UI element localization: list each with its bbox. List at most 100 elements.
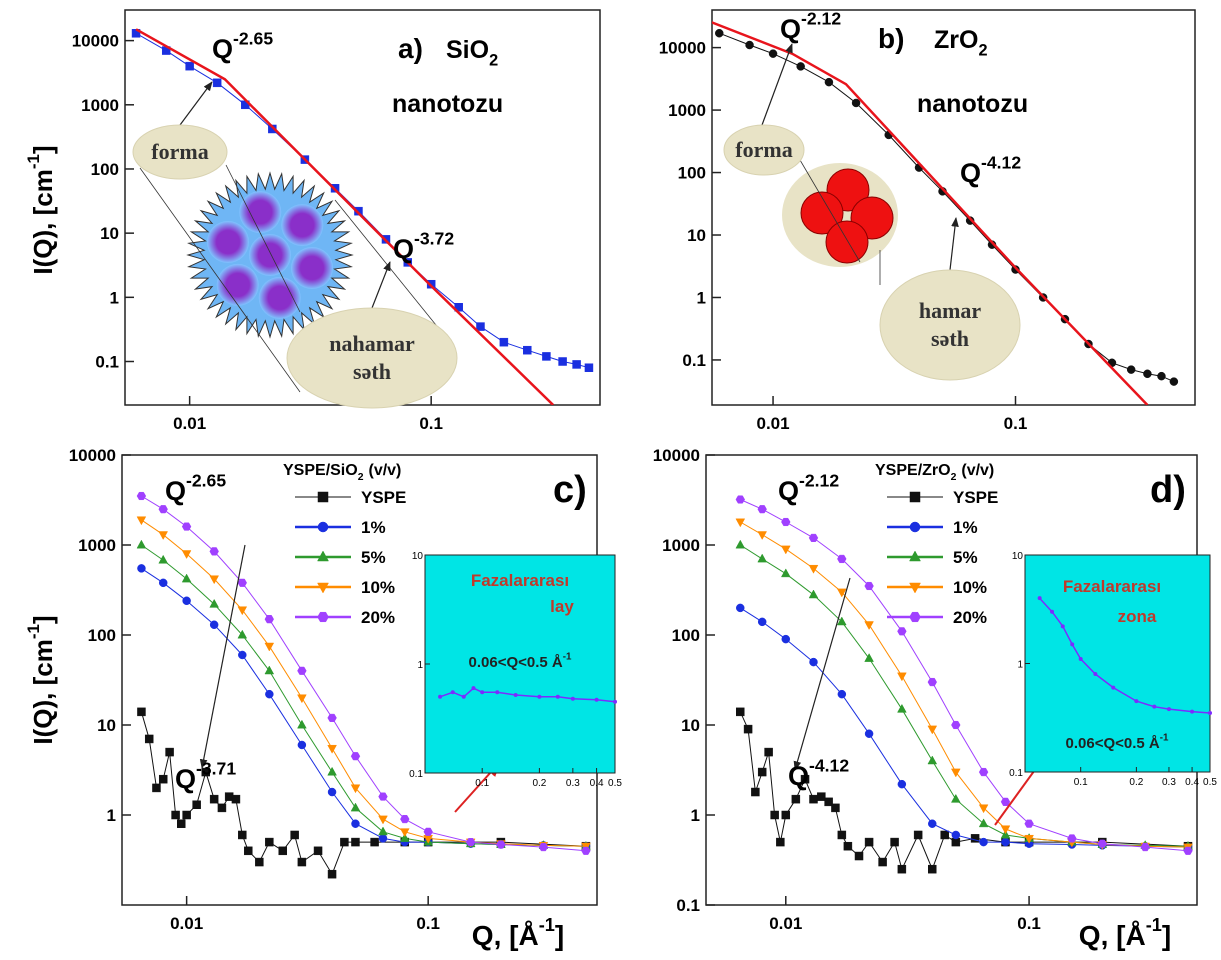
- panel: 0.11101001000100000.010.1formahamarsəthb…: [659, 9, 1195, 434]
- panel: 1101001000100000.010.1c)Q-2.65Q-3.71I(Q)…: [24, 446, 622, 951]
- inset-point: [613, 700, 617, 704]
- inset-range-label: 0.06<Q<0.5 Å-1: [469, 652, 572, 672]
- data-point: [340, 838, 348, 846]
- data-point: [232, 795, 240, 803]
- legend-title-part: YSPE/SiO: [283, 462, 358, 479]
- data-point: [980, 838, 988, 846]
- x-axis-title-part: -1: [1146, 915, 1162, 935]
- legend-label: 1%: [361, 518, 386, 537]
- data-point: [238, 579, 247, 587]
- data-point: [810, 658, 818, 666]
- power-law-label-part: Q: [165, 476, 186, 506]
- x-axis-title: Q, [Å-1]: [1079, 915, 1171, 951]
- legend-label: YSPE: [361, 488, 406, 507]
- data-point: [765, 748, 773, 756]
- callout-bubble: [287, 308, 457, 408]
- data-point: [865, 838, 873, 846]
- power-law-label-part: Q: [778, 476, 799, 506]
- data-point: [941, 831, 949, 839]
- legend-label: 10%: [361, 578, 395, 597]
- y-axis-title: I(Q), [cm-1]: [24, 145, 58, 274]
- data-point: [810, 795, 818, 803]
- y-axis-title-part: ]: [28, 615, 58, 624]
- inset-point: [1038, 596, 1042, 600]
- inset-point: [1093, 672, 1097, 676]
- legend-title-part: YSPE/ZrO: [875, 462, 951, 479]
- data-point: [744, 725, 752, 733]
- data-point: [797, 62, 805, 70]
- inset-range-label-part: -1: [563, 652, 572, 663]
- y-tick-label: 1000: [81, 96, 119, 115]
- data-point: [559, 358, 567, 366]
- inset-y-tick-label: 0.1: [409, 769, 423, 780]
- data-point: [979, 768, 988, 776]
- data-point: [928, 820, 936, 828]
- data-point: [539, 843, 548, 851]
- data-point: [792, 795, 800, 803]
- inset-text: lay: [550, 597, 574, 616]
- inset-text: Fazalararası: [471, 571, 569, 590]
- y-tick-label: 0.1: [676, 896, 700, 915]
- inset-range-label-part: -1: [1160, 733, 1169, 744]
- legend-title-part: (v/v): [961, 462, 994, 479]
- data-point: [166, 748, 174, 756]
- panel-label: b): [878, 23, 904, 54]
- page: SAXS figure {"chart_data": [ {"type": "s…: [0, 0, 1221, 960]
- data-point: [172, 811, 180, 819]
- data-point: [466, 838, 475, 846]
- panel-subtitle: nanotozu: [917, 90, 1028, 118]
- inset-y-tick-label: 1: [417, 660, 423, 671]
- data-point: [328, 870, 336, 878]
- callout-text: səth: [931, 326, 969, 351]
- data-point: [855, 852, 863, 860]
- data-point: [891, 838, 899, 846]
- data-point: [371, 838, 379, 846]
- data-point: [523, 346, 531, 354]
- data-point: [424, 828, 433, 836]
- data-point: [809, 534, 818, 542]
- inset-text: zona: [1118, 607, 1157, 626]
- y-tick-label: 10000: [659, 39, 706, 58]
- legend-marker: [910, 492, 920, 502]
- data-point: [238, 831, 246, 839]
- data-point: [145, 735, 153, 743]
- data-point: [865, 730, 873, 738]
- inset-x-tick-label: 0.2: [532, 778, 546, 789]
- inset-point: [1050, 610, 1054, 614]
- inset-x-tick-label: 0.5: [608, 778, 622, 789]
- callout-text: səth: [353, 359, 391, 384]
- data-point: [758, 505, 767, 513]
- data-point: [328, 714, 337, 722]
- data-point: [782, 635, 790, 643]
- inset-point: [595, 698, 599, 702]
- inset-x-tick-label: 0.4: [590, 778, 604, 789]
- data-point: [1127, 366, 1135, 374]
- x-tick-label: 0.1: [419, 414, 443, 433]
- data-point: [244, 847, 252, 855]
- inset-text: Fazalararası: [1063, 577, 1161, 596]
- data-point: [177, 820, 185, 828]
- data-point: [351, 820, 359, 828]
- power-law-label-part: -4.12: [809, 756, 849, 776]
- data-point: [825, 78, 833, 86]
- data-point: [210, 621, 218, 629]
- data-point: [582, 847, 591, 855]
- data-point: [265, 615, 274, 623]
- y-tick-label: 1: [697, 288, 706, 307]
- x-axis-title-part: ]: [555, 920, 564, 951]
- data-point: [715, 29, 723, 37]
- x-axis-title-part: -1: [539, 915, 555, 935]
- data-point: [328, 788, 336, 796]
- data-point: [137, 708, 145, 716]
- data-point: [210, 795, 218, 803]
- panel-title-part: SiO: [446, 36, 489, 64]
- data-point: [928, 678, 937, 686]
- inset-point: [1111, 686, 1115, 690]
- inset-x-tick-label: 0.5: [1203, 777, 1217, 788]
- inset-x-tick-label: 0.3: [1162, 777, 1176, 788]
- inset-point: [1061, 624, 1065, 628]
- y-axis-title-part: -1: [24, 154, 43, 169]
- data-point: [298, 858, 306, 866]
- inset-point: [495, 690, 499, 694]
- callout-text: nahamar: [329, 331, 415, 356]
